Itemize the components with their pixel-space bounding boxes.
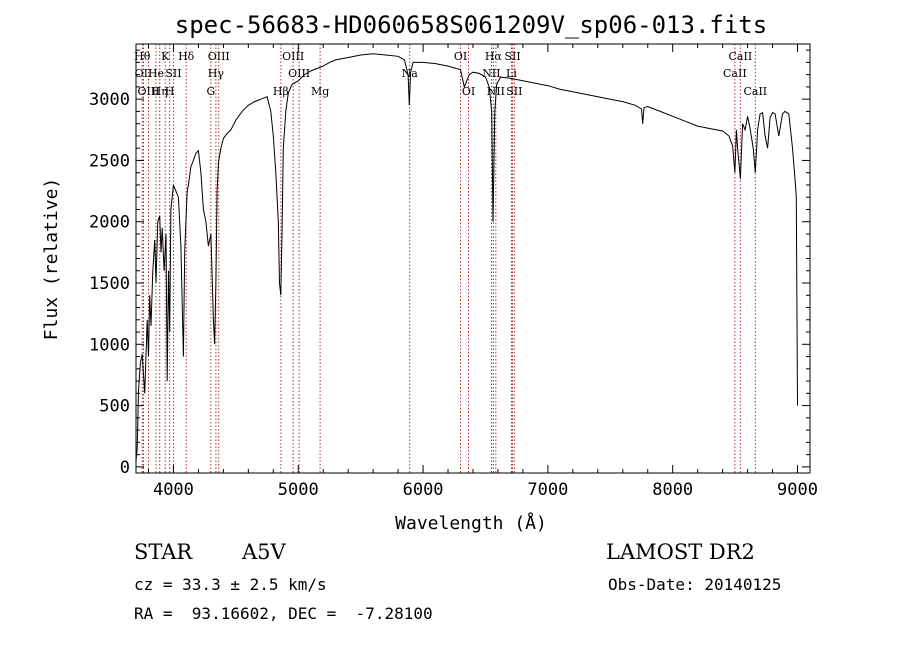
spectral-line-label: OI (454, 50, 467, 63)
x-axis-ticks: 4000 5000 6000 7000 8000 9000 (147, 44, 818, 500)
spectral-line-label: Li (506, 67, 517, 80)
spectral-line-label: CaII (743, 85, 767, 98)
spectral-line-label: SII (165, 67, 181, 80)
y-tick-label: 2500 (89, 151, 130, 171)
spectral-line-label: OIII (137, 85, 159, 98)
spectral-line-label: OIII (208, 50, 230, 63)
spectral-line-label: OI (462, 85, 475, 98)
spectral-line-label: CaII (723, 67, 747, 80)
survey-name: LAMOST DR2 (606, 540, 755, 564)
y-tick-label: 1500 (89, 274, 130, 294)
observation-date: Obs-Date: 20140125 (608, 575, 781, 594)
y-tick-label: 500 (99, 397, 130, 417)
chart-title: spec-56683-HD060658S061209V_sp06-013.fit… (175, 11, 767, 39)
spectrum-line (135, 53, 798, 461)
redshift-velocity: cz = 33.3 ± 2.5 km/s (134, 575, 327, 594)
x-tick-label: 4000 (153, 480, 194, 500)
y-tick-label: 0 (120, 458, 130, 478)
spectral-line-label: Hδ (178, 50, 195, 63)
spectral-line-label: Hα (485, 50, 503, 63)
ra-dec-coordinates: RA = 93.16602, DEC = -7.28100 (134, 604, 433, 623)
spectral-line-label: Na (402, 67, 419, 80)
spectral-line-label: OIII (282, 50, 304, 63)
y-axis-label: Flux (relative) (41, 178, 62, 341)
spectral-line-markers (141, 44, 756, 473)
plot-frame (135, 43, 811, 474)
spectral-line-label: SII (506, 85, 522, 98)
spectral-line-label: G (206, 85, 215, 98)
x-axis-label: Wavelength (Å) (395, 512, 547, 534)
y-axis-ticks: 0 500 1000 1500 2000 2500 3000 (89, 49, 810, 478)
x-tick-label: 9000 (777, 480, 818, 500)
object-subclass: A5V (241, 540, 287, 564)
spectral-line-labels: HθOIIOIIIHeHηKHSIIHδGHγOIIIHβOIIIOIIIMgN… (134, 50, 767, 98)
spectral-line-label: CaII (729, 50, 753, 63)
spectral-line-label: SII (504, 50, 520, 63)
x-tick-label: 6000 (403, 480, 444, 500)
x-tick-label: 7000 (527, 480, 568, 500)
spectral-line-label: NII (482, 67, 500, 80)
spectral-line-label: Hγ (208, 67, 225, 80)
spectral-line-label: Mg (311, 85, 329, 98)
x-tick-label: 8000 (652, 480, 693, 500)
spectral-line-label: Hβ (273, 85, 289, 98)
x-tick-label: 5000 (278, 480, 319, 500)
spectral-line-label: Hθ (134, 50, 151, 63)
spectral-line-label: H (165, 85, 175, 98)
spectral-line-label: Hη (152, 85, 168, 98)
y-tick-label: 1000 (89, 335, 130, 355)
spectral-line-label: K (161, 50, 170, 63)
spectral-line-label: He (148, 67, 164, 80)
y-tick-label: 3000 (89, 90, 130, 110)
y-tick-label: 2000 (89, 213, 130, 233)
spectral-line-label: OIII (288, 67, 310, 80)
object-class: STAR (134, 540, 193, 564)
spectral-line-label: OII (135, 67, 153, 80)
